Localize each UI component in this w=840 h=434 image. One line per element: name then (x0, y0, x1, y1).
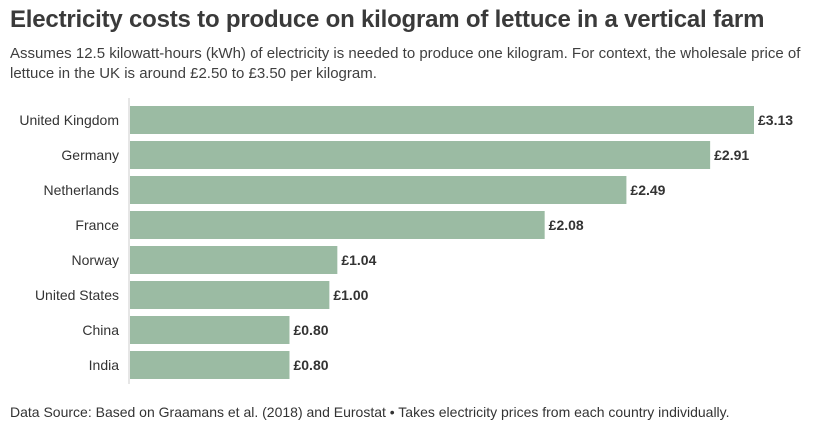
bar (130, 176, 627, 204)
category-label: India (89, 357, 120, 373)
category-label: China (82, 322, 119, 338)
bar (130, 141, 711, 169)
value-label: £1.04 (341, 252, 376, 268)
bar (130, 351, 290, 379)
value-label: £1.00 (333, 287, 368, 303)
data-source-note: Data Source: Based on Graamans et al. (2… (10, 404, 730, 420)
bar (130, 281, 330, 309)
category-label: United States (35, 287, 119, 303)
category-label: Norway (72, 252, 119, 268)
bar (130, 106, 754, 134)
value-label: £3.13 (758, 112, 793, 128)
value-label: £2.08 (549, 217, 584, 233)
value-label: £2.91 (714, 147, 749, 163)
bar (130, 316, 290, 344)
chart-subtitle: Assumes 12.5 kilowatt-hours (kWh) of ele… (10, 45, 801, 82)
category-label: France (75, 217, 119, 233)
bar (130, 246, 338, 274)
value-label: £2.49 (630, 182, 665, 198)
category-label: Netherlands (44, 182, 120, 198)
value-label: £0.80 (293, 357, 328, 373)
category-label: United Kingdom (19, 112, 119, 128)
bar-chart: United Kingdom £3.13 Germany £2.91 Netherlan… (19, 98, 793, 384)
bar (130, 211, 545, 239)
chart-title: Electricity costs to produce on kilogram… (10, 6, 765, 33)
value-label: £0.80 (293, 322, 328, 338)
category-label: Germany (61, 147, 119, 163)
